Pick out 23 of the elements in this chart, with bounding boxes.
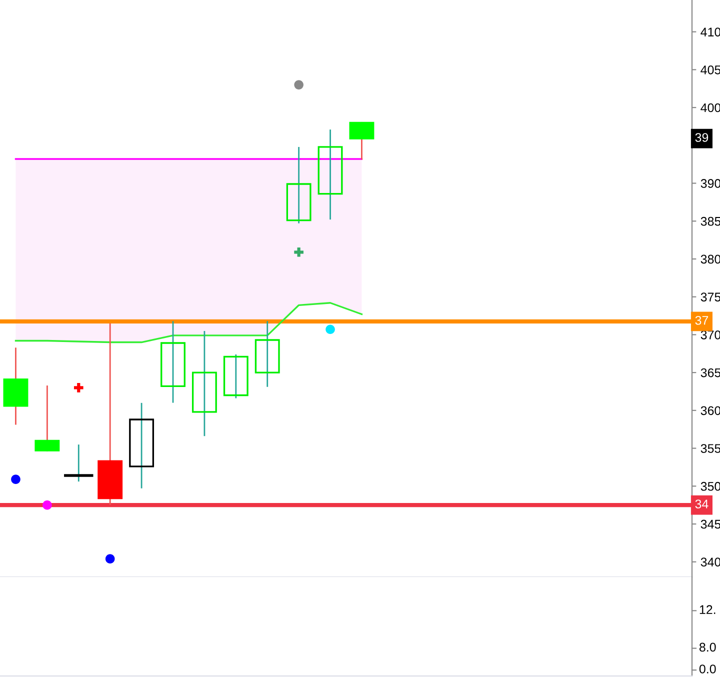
point bbox=[294, 80, 304, 90]
candlestick bbox=[129, 402, 154, 488]
point bbox=[74, 383, 84, 392]
text: 0.0 bbox=[699, 664, 716, 674]
text: 8.0 bbox=[699, 642, 716, 652]
point bbox=[326, 324, 335, 334]
line-series bbox=[14, 302, 363, 344]
candlestick bbox=[286, 146, 312, 224]
text: 12. bbox=[700, 605, 716, 614]
annotation: 39 bbox=[695, 133, 708, 142]
candlestick bbox=[223, 354, 248, 398]
candlestick bbox=[192, 330, 217, 436]
annotation: 37 bbox=[695, 316, 708, 325]
candlestick bbox=[254, 321, 280, 387]
annotation: 34 bbox=[695, 500, 708, 508]
point bbox=[11, 474, 20, 484]
point bbox=[294, 247, 304, 257]
candlestick bbox=[318, 130, 343, 220]
point bbox=[42, 500, 52, 510]
point bbox=[105, 554, 115, 564]
candlestick bbox=[34, 385, 60, 452]
candlestick bbox=[160, 321, 186, 403]
candlestick bbox=[349, 122, 374, 160]
